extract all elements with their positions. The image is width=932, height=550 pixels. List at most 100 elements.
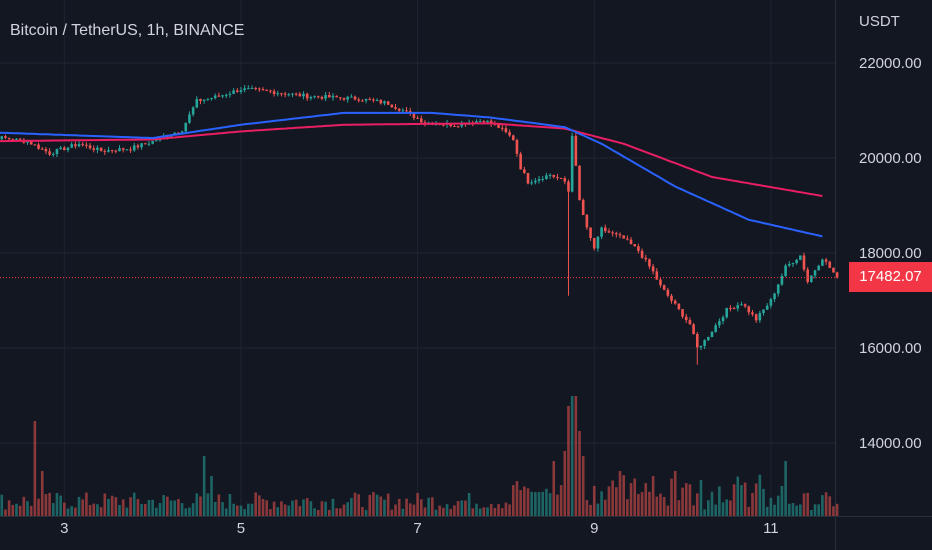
candle-body (335, 95, 338, 98)
volume-bar (37, 498, 40, 516)
volume-bar (228, 494, 232, 516)
volume-bar (769, 497, 773, 516)
volume-bar (736, 476, 740, 516)
candle-body (276, 93, 280, 95)
candle-body (556, 176, 559, 179)
candle-body (581, 200, 585, 216)
volume-bar (202, 456, 206, 516)
volume-bar (530, 491, 533, 516)
volume-bar (166, 496, 169, 516)
candle-body (40, 148, 44, 150)
volume-bar (567, 406, 570, 516)
volume-bar (581, 456, 585, 516)
candle-body (453, 126, 456, 128)
volume-bar (570, 396, 574, 516)
candle-body (721, 317, 725, 322)
candle-body (74, 144, 77, 147)
volume-bar (758, 474, 762, 516)
volume-bar (445, 504, 449, 516)
time-tick-label: 9 (590, 520, 598, 537)
volume-bar (51, 503, 55, 516)
candle-body (559, 178, 563, 180)
volume-bar (15, 503, 18, 516)
volume-bar (787, 503, 791, 516)
candle-body (361, 100, 364, 102)
volume-bar (442, 507, 445, 516)
volume-bar (523, 486, 526, 516)
volume-bar (26, 501, 29, 516)
candle-body (784, 265, 787, 276)
volume-bars (0, 396, 839, 516)
volume-bar (592, 485, 596, 516)
volume-bar (515, 481, 519, 516)
volume-bar (29, 505, 33, 516)
candle-body (85, 144, 88, 146)
candle-body (821, 259, 824, 266)
candle-body (383, 101, 386, 104)
volume-bar (11, 504, 15, 516)
volume-bar (412, 504, 416, 516)
candle-body (0, 136, 4, 140)
candle-body (622, 235, 625, 239)
volume-bar (651, 476, 655, 516)
volume-bar (173, 500, 177, 516)
candle-body (460, 123, 464, 127)
candle-body (18, 138, 22, 140)
volume-bar (427, 497, 430, 516)
volume-bar (626, 499, 629, 516)
volume-bar (309, 501, 313, 516)
volume-bar (114, 497, 118, 516)
volume-bar (191, 503, 195, 516)
candle-body (313, 96, 316, 98)
volume-bar (361, 506, 364, 516)
candle-body (810, 275, 813, 282)
price-tick-label: 20000.00 (859, 150, 922, 167)
candle-body (210, 98, 213, 100)
volume-bar (670, 478, 673, 516)
volume-bar (684, 483, 688, 516)
candle-body (96, 147, 99, 150)
candle-body (191, 107, 195, 115)
time-tick-label: 7 (413, 520, 421, 537)
candle-body (235, 90, 239, 92)
volume-bar (754, 483, 758, 516)
volume-bar (88, 505, 92, 516)
candle-body (397, 108, 401, 111)
volume-bar (162, 495, 165, 516)
volume-bar (298, 506, 302, 516)
candle-body (364, 98, 368, 101)
volume-bar (158, 502, 162, 516)
candle-body (136, 145, 140, 148)
volume-bar (331, 498, 335, 516)
volume-bar (729, 500, 732, 516)
candle-body (684, 316, 688, 321)
candle-body (714, 325, 717, 332)
volume-bar (776, 495, 780, 516)
candle-body (151, 140, 154, 144)
volume-bar (85, 492, 88, 516)
volume-bar (666, 505, 670, 516)
candle-body (199, 99, 202, 101)
volume-bar (662, 496, 666, 516)
volume-bar (751, 493, 754, 516)
volume-bar (129, 497, 132, 516)
volume-bar (199, 496, 202, 516)
candle-body (456, 126, 460, 128)
volume-bar (265, 500, 269, 516)
candle-body (250, 88, 254, 90)
volume-bar (431, 497, 434, 516)
volume-bar (33, 421, 37, 516)
volume-bar (471, 508, 475, 516)
candle-body (110, 150, 114, 152)
volume-bar (603, 499, 607, 516)
candle-body (423, 122, 427, 124)
volume-bar (4, 509, 7, 516)
candle-body (228, 93, 232, 95)
candle-body (758, 313, 762, 321)
volume-bar (63, 502, 66, 516)
price-tick-label: 22000.00 (859, 55, 922, 72)
volume-bar (511, 485, 515, 516)
volume-bar (688, 484, 692, 516)
volume-bar (151, 499, 154, 516)
